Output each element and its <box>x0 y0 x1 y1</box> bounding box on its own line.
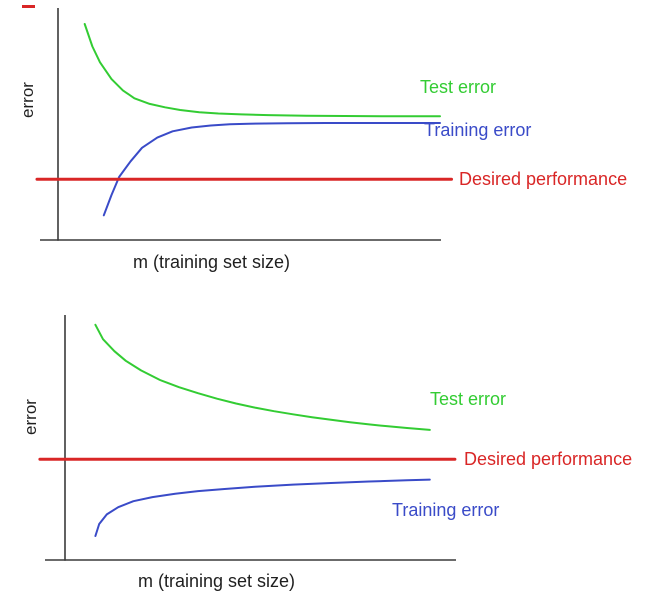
chart-canvas-bottom <box>38 315 457 561</box>
chart-canvas-top <box>22 5 453 241</box>
chart-bottom-high-variance: error m (training set size) Test error D… <box>0 305 671 596</box>
x-axis-label: m (training set size) <box>138 571 296 591</box>
x-axis-label: m (training set size) <box>133 252 291 272</box>
legend-desired-performance: Desired performance <box>459 169 628 189</box>
y-axis-label: error <box>17 82 37 118</box>
legend-test-error: Test error <box>430 389 507 409</box>
series-test-error <box>94 323 431 431</box>
series-training-error <box>94 478 431 537</box>
legend-training-error: Training error <box>392 500 500 520</box>
legend-test-error: Test error <box>420 77 497 97</box>
legend-desired-performance: Desired performance <box>464 449 633 469</box>
series-training-error <box>102 122 441 217</box>
y-axis-label: error <box>20 399 40 435</box>
chart-top-high-bias: error m (training set size) Test error T… <box>17 5 628 272</box>
series-test-error <box>83 23 441 118</box>
legend-training-error: Training error <box>424 120 532 140</box>
